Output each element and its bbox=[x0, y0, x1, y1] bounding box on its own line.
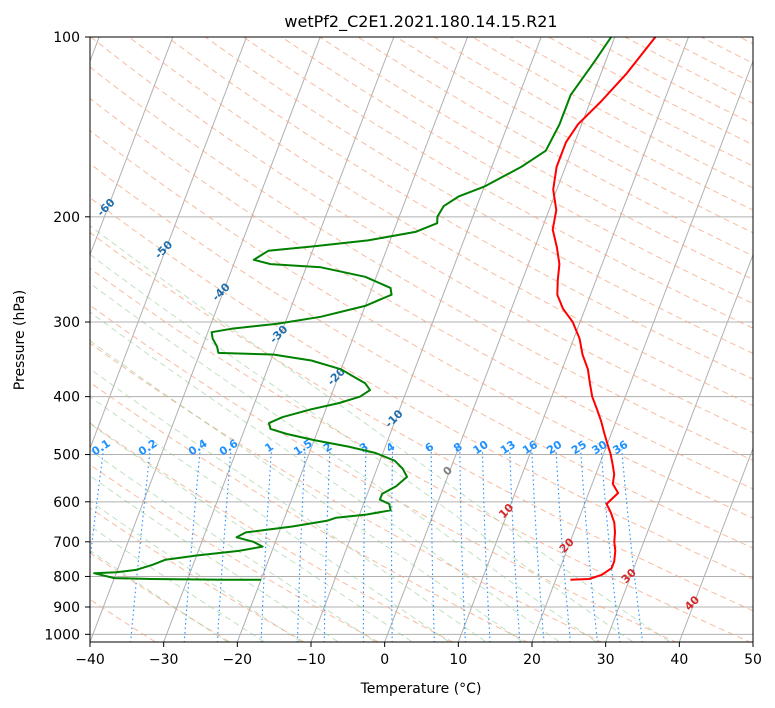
mixing-ratio-line bbox=[621, 449, 644, 642]
x-tick-label: −10 bbox=[296, 652, 326, 668]
isotherm-gridline bbox=[678, 446, 753, 642]
x-tick-label: −20 bbox=[223, 652, 253, 668]
y-tick-label: 1000 bbox=[44, 627, 80, 643]
y-axis-label: Pressure (hPa) bbox=[12, 290, 28, 390]
isotherm-gridline bbox=[531, 59, 753, 642]
isotherm-gridline bbox=[90, 37, 248, 450]
dry-adiabat bbox=[90, 507, 306, 642]
mixing-ratio-line bbox=[580, 449, 598, 642]
dry-adiabat bbox=[90, 231, 753, 612]
dry-adiabat bbox=[90, 304, 677, 642]
dry-adiabat bbox=[281, 37, 753, 305]
x-tick-label: −40 bbox=[75, 652, 105, 668]
dry-adiabat bbox=[90, 163, 753, 549]
isotherm-gridline bbox=[90, 37, 321, 642]
x-axis-label: Temperature (°C) bbox=[360, 681, 482, 697]
y-tick-label: 400 bbox=[53, 390, 80, 406]
mixing-ratio-line bbox=[90, 449, 105, 564]
y-tick-label: 500 bbox=[53, 448, 80, 464]
y-tick-label: 800 bbox=[53, 569, 80, 585]
isotherm-gridline bbox=[236, 37, 469, 642]
y-tick-label: 300 bbox=[53, 315, 80, 331]
dry-adiabat bbox=[128, 37, 753, 407]
dry-adiabat bbox=[90, 267, 752, 642]
moist-adiabat bbox=[90, 549, 229, 642]
y-tick-label: 100 bbox=[53, 30, 80, 46]
moist-adiabat bbox=[90, 395, 451, 642]
y-tick-label: 200 bbox=[53, 210, 80, 226]
moist-adiabat bbox=[90, 423, 414, 642]
temperature-profile-line bbox=[551, 37, 657, 581]
moist-adiabat bbox=[90, 340, 524, 642]
dry-adiabat bbox=[90, 464, 380, 642]
x-tick-label: 30 bbox=[597, 652, 615, 668]
dry-adiabat bbox=[90, 37, 753, 434]
y-tick-label: 600 bbox=[53, 495, 80, 511]
moist-adiabat bbox=[90, 500, 303, 642]
dry-adiabat bbox=[90, 197, 753, 580]
moist-adiabat bbox=[90, 368, 487, 642]
mixing-ratio-line bbox=[130, 449, 151, 642]
dry-adiabat bbox=[90, 552, 231, 642]
isotherm-gridline bbox=[310, 37, 542, 642]
y-tick-label: 700 bbox=[53, 535, 80, 551]
plot-frame bbox=[89, 36, 754, 643]
x-tick-label: 50 bbox=[744, 652, 762, 668]
dry-adiabat bbox=[243, 37, 753, 329]
moist-adiabat bbox=[90, 311, 561, 642]
chart-title: wetPf2_C2E1.2021.180.14.15.R21 bbox=[284, 12, 557, 32]
dry-adiabat bbox=[90, 381, 529, 642]
x-tick-label: 10 bbox=[449, 652, 467, 668]
x-tick-label: 20 bbox=[523, 652, 541, 668]
moist-adiabat bbox=[90, 253, 635, 642]
y-tick-label: 900 bbox=[53, 600, 80, 616]
plot-area: 0.10.20.40.611.52346810131620253036-100-… bbox=[90, 37, 753, 642]
moist-adiabat bbox=[90, 525, 266, 642]
mixing-ratio-line bbox=[555, 449, 571, 642]
dry-adiabat bbox=[90, 130, 753, 519]
moist-adiabat bbox=[90, 449, 377, 642]
dewpoint-profile-line bbox=[93, 37, 613, 581]
isotherm-gridline bbox=[90, 37, 174, 257]
x-tick-label: −30 bbox=[149, 652, 179, 668]
moist-adiabat bbox=[90, 225, 671, 642]
x-axis: −40 −30 −20 −10 0 10 20 30 40 50 bbox=[75, 642, 762, 668]
dry-adiabat bbox=[90, 422, 454, 642]
y-axis: 100 200 300 400 500 600 700 800 900 1000 bbox=[44, 30, 90, 643]
moist-adiabat bbox=[90, 475, 340, 642]
x-tick-label: 40 bbox=[670, 652, 688, 668]
isotherm-gridline bbox=[163, 37, 395, 642]
dry-adiabat bbox=[90, 342, 603, 642]
x-tick-label: 0 bbox=[380, 652, 389, 668]
isotherm-gridline bbox=[605, 253, 753, 642]
moist-adiabat bbox=[90, 282, 598, 642]
